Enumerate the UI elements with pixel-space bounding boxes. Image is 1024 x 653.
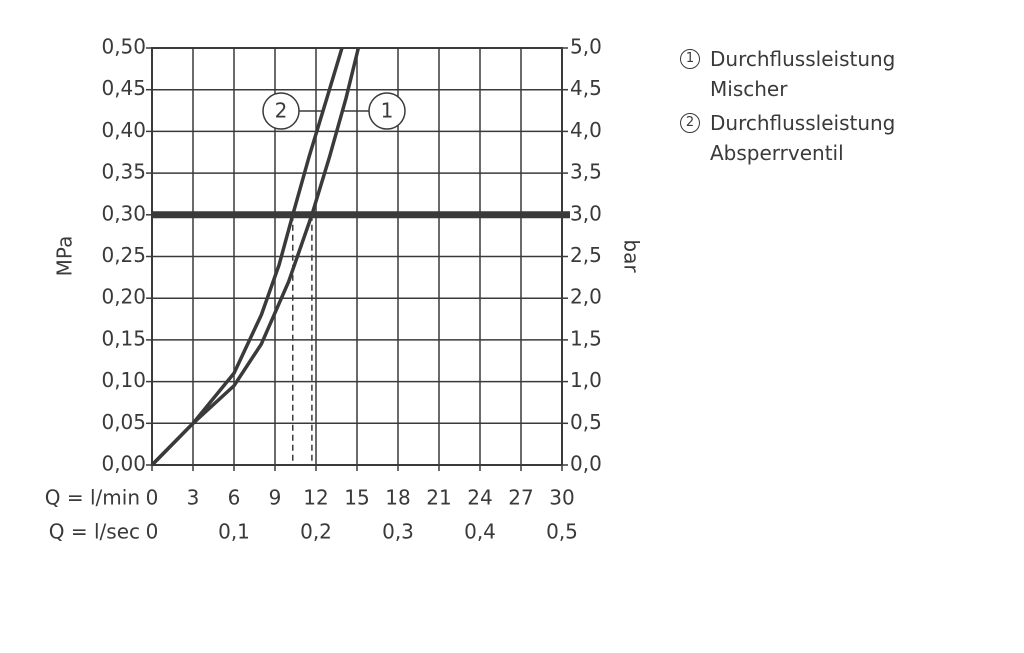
x-tick-label: 15 [344, 486, 369, 510]
x2-tick-label: 0,4 [464, 520, 496, 544]
x2-tick-label: 0,2 [300, 520, 332, 544]
x-tick-label: 24 [467, 486, 492, 510]
y-tick-label: 0,05 [101, 410, 146, 434]
y-tick-label: 0,00 [101, 452, 146, 476]
curve-label-circle [368, 92, 406, 130]
y2-tick-label: 1,0 [570, 368, 602, 392]
x-axis-label: Q = l/min [45, 486, 140, 510]
y-tick-label: 0,30 [101, 201, 146, 225]
y-axis-label: MPa [53, 236, 77, 277]
y-tick-label: 0,40 [101, 118, 146, 142]
y2-tick-label: 3,0 [570, 201, 602, 225]
y-tick-label: 0,20 [101, 285, 146, 309]
x-tick-label: 18 [385, 486, 410, 510]
chart: MPa bar Q = l/min Q = l/sec 0,000,050,10… [45, 35, 644, 544]
series-line [150, 47, 361, 467]
y-tick-label: 0,50 [101, 35, 146, 59]
y2-tick-label: 4,5 [570, 76, 602, 100]
x-tick-label: 21 [426, 486, 451, 510]
y2-tick-label: 1,5 [570, 326, 602, 350]
y2-tick-label: 4,0 [570, 118, 602, 142]
y2-tick-label: 3,5 [570, 160, 602, 184]
y-tick-label: 0,35 [101, 160, 146, 184]
y2-tick-label: 5,0 [570, 35, 602, 59]
x-tick-label: 3 [187, 486, 200, 510]
curve-label-circle [262, 92, 300, 130]
y-tick-label: 0,45 [101, 76, 146, 100]
y2-tick-label: 2,5 [570, 243, 602, 267]
x2-tick-label: 0,3 [382, 520, 414, 544]
series-line [150, 47, 344, 467]
y-tick-label: 0,15 [101, 326, 146, 350]
y-tick-label: 0,10 [101, 368, 146, 392]
x-tick-label: 9 [269, 486, 282, 510]
curve-label: 2 [275, 99, 288, 123]
y2-tick-label: 0,0 [570, 452, 602, 476]
x2-tick-label: 0 [146, 520, 159, 544]
legend-item: 1 Durchflussleistung Mischer [680, 44, 970, 104]
x-tick-label: 27 [508, 486, 533, 510]
y2-tick-label: 0,5 [570, 410, 602, 434]
y-tick-label: 0,25 [101, 243, 146, 267]
x-tick-label: 0 [146, 486, 159, 510]
legend: 1 Durchflussleistung Mischer 2 Durchflussl… [680, 44, 970, 172]
y2-axis-label: bar [620, 239, 644, 273]
x-tick-label: 12 [303, 486, 328, 510]
legend-text: Durchflussleistung Mischer [710, 47, 896, 101]
legend-marker: 1 [680, 49, 700, 69]
x2-tick-label: 0,5 [546, 520, 578, 544]
x2-tick-label: 0,1 [218, 520, 250, 544]
legend-item: 2 Durchflussleistung Absperrventil [680, 108, 970, 168]
legend-marker: 2 [680, 113, 700, 133]
y2-tick-label: 2,0 [570, 285, 602, 309]
curve-label: 1 [381, 99, 394, 123]
x-tick-label: 30 [549, 486, 574, 510]
x-tick-label: 6 [228, 486, 241, 510]
legend-text: Durchflussleistung Absperrventil [710, 111, 896, 165]
x2-axis-label: Q = l/sec [49, 520, 140, 544]
